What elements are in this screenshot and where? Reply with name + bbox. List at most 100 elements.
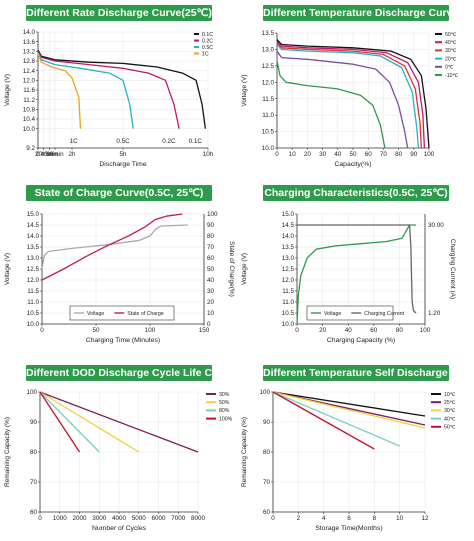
series-line [276,44,420,149]
y-tick-label: 11.0 [262,112,274,119]
y-tick-label: 11.5 [262,96,274,103]
y2-tick-label: 80 [207,233,215,240]
chart-title-banner: Different Rate Discharge Curve(25℃) [26,5,212,21]
x-axis-label: Capacity(%) [334,161,371,168]
x-tick-label: 10 [289,151,297,158]
x-axis-label: Charging Time (Minutes) [86,337,160,344]
series-line [276,39,430,149]
x-tick-label: 0 [36,151,40,158]
x-tick-label: 4000 [112,515,127,522]
y2-tick-label: 0 [207,321,211,328]
legend-label: 0.5C [202,45,213,51]
legend-label: 0.1C [202,32,213,38]
y-tick-label: 13.2 [23,48,36,55]
series-line [276,60,386,149]
y-tick-label: 12.8 [23,58,36,65]
series-line [39,391,100,453]
y-tick-label: 12.4 [23,68,36,75]
y-tick-label: 14.0 [23,29,36,36]
charging-characteristics-chart: 10.0 10.5 11.0 11.5 12.0 12.5 13.0 13.5 14.0 14.5… [241,211,456,344]
y-axis-label: Voltage (V) [4,74,11,106]
rate-discharge-chart: 9.2 10.0 10.4 10.8 11.2 11.6 12.0 12.4 12.8 13.2 1… [4,29,214,168]
y-axis-label: Voltage (V) [241,253,248,285]
x-axis-label: Storage Time(Months) [315,525,382,532]
y-tick-label: 80 [263,449,271,456]
y-tick-label: 13.5 [282,244,295,251]
y2-tick-label: 100 [207,211,218,218]
y-tick-label: 10.8 [23,106,36,113]
y2-tick-label: 20 [207,299,215,306]
x-tick-label: 80 [396,327,404,334]
chart-title-banner: Different Temperature Self Discharge Cur… [263,365,449,381]
legend-box [306,305,394,321]
x-axis-label: Number of Cycles [92,525,147,532]
series-line [296,224,416,325]
temperature-discharge-chart: 10.0 10.5 11.0 11.5 12.0 12.5 13.0 13.5 0 10 20 30 4… [241,30,458,168]
x-tick-label: 80 [395,151,403,158]
x-tick-label: 0 [295,327,299,334]
chart-title-banner: Different DOD Discharge Cycle Life Curve… [26,365,212,381]
curve-annotation: 0.2C [162,138,176,145]
y-tick-label: 12.0 [262,79,275,86]
y-tick-label: 10.5 [282,310,295,317]
x-tick-label: 60min [46,151,64,158]
y-tick-label: 14.5 [27,222,40,229]
y-tick-label: 11.6 [23,87,35,94]
y-axis-label: Voltage (V) [4,253,11,285]
x-tick-label: 10 [396,515,404,522]
y-axis-label: Voltage (V) [241,74,248,106]
y-tick-label: 12.0 [23,77,36,84]
y-tick-label: 14.5 [282,222,295,229]
chart-title-banner: Different Temperature Discharge Curve(0.… [263,5,449,21]
x-tick-label: 3000 [92,515,107,522]
x-tick-label: 0 [275,151,279,158]
x-tick-label: 6 [347,515,351,522]
x-tick-label: 8 [373,515,377,522]
chart-panel-cycle-life: Different DOD Discharge Cycle Life Curve… [0,360,237,540]
series-line [272,391,400,447]
y-tick-label: 10.0 [27,321,40,328]
x-tick-label: 50 [92,327,100,334]
series-line [41,213,183,281]
x-tick-label: 0 [38,515,42,522]
chart-panel-state-of-charge: State of Charge Curve(0.5C, 25℃) 10.0 10.… [0,180,237,360]
x-tick-label: 2000 [72,515,87,522]
x-tick-label: 10h [203,151,214,158]
series-line [39,391,81,453]
y-tick-label: 13.0 [282,255,295,262]
x-tick-label: 40 [334,151,342,158]
chart-title-banner: Charging Characteristics(0.5C, 25℃) [263,185,449,201]
legend-label: 30℃ [445,48,457,54]
series-line [272,391,426,417]
y-tick-label: 11.2 [23,97,35,104]
x-tick-label: 60 [370,327,378,334]
y-tick-label: 100 [26,389,37,396]
x-tick-label: 5h [119,151,127,158]
x-tick-label: 100 [420,327,431,334]
y2-axis-label: State of Charge(%) [228,241,235,297]
x-tick-label: 100 [145,327,156,334]
chart-panel-charging-characteristics: Charging Characteristics(0.5C, 25℃) 10.0… [237,180,474,360]
legend-label: 0℃ [445,65,454,71]
x-tick-label: 30 [319,151,327,158]
series-line [37,50,180,129]
y-tick-label: 12.0 [282,277,295,284]
series-line [39,391,199,453]
y2-tick-label: 60 [207,255,215,262]
y-tick-label: 10.0 [23,126,36,133]
y-tick-label: 13.5 [27,244,40,251]
y-tick-label: 70 [30,479,38,486]
series-line [37,52,134,129]
series-line [41,224,188,270]
y-tick-label: 60 [263,509,271,516]
y-tick-label: 13.5 [262,30,275,37]
y-tick-label: 90 [30,419,38,426]
y-tick-label: 10.5 [262,129,275,136]
x-tick-label: 40min [41,151,59,158]
y2-tick-label: 70 [207,244,215,251]
y2-axis-label: Charging Current (A) [449,239,456,299]
y-tick-label: 15.0 [282,211,295,218]
y-tick-label: 11.0 [27,299,39,306]
